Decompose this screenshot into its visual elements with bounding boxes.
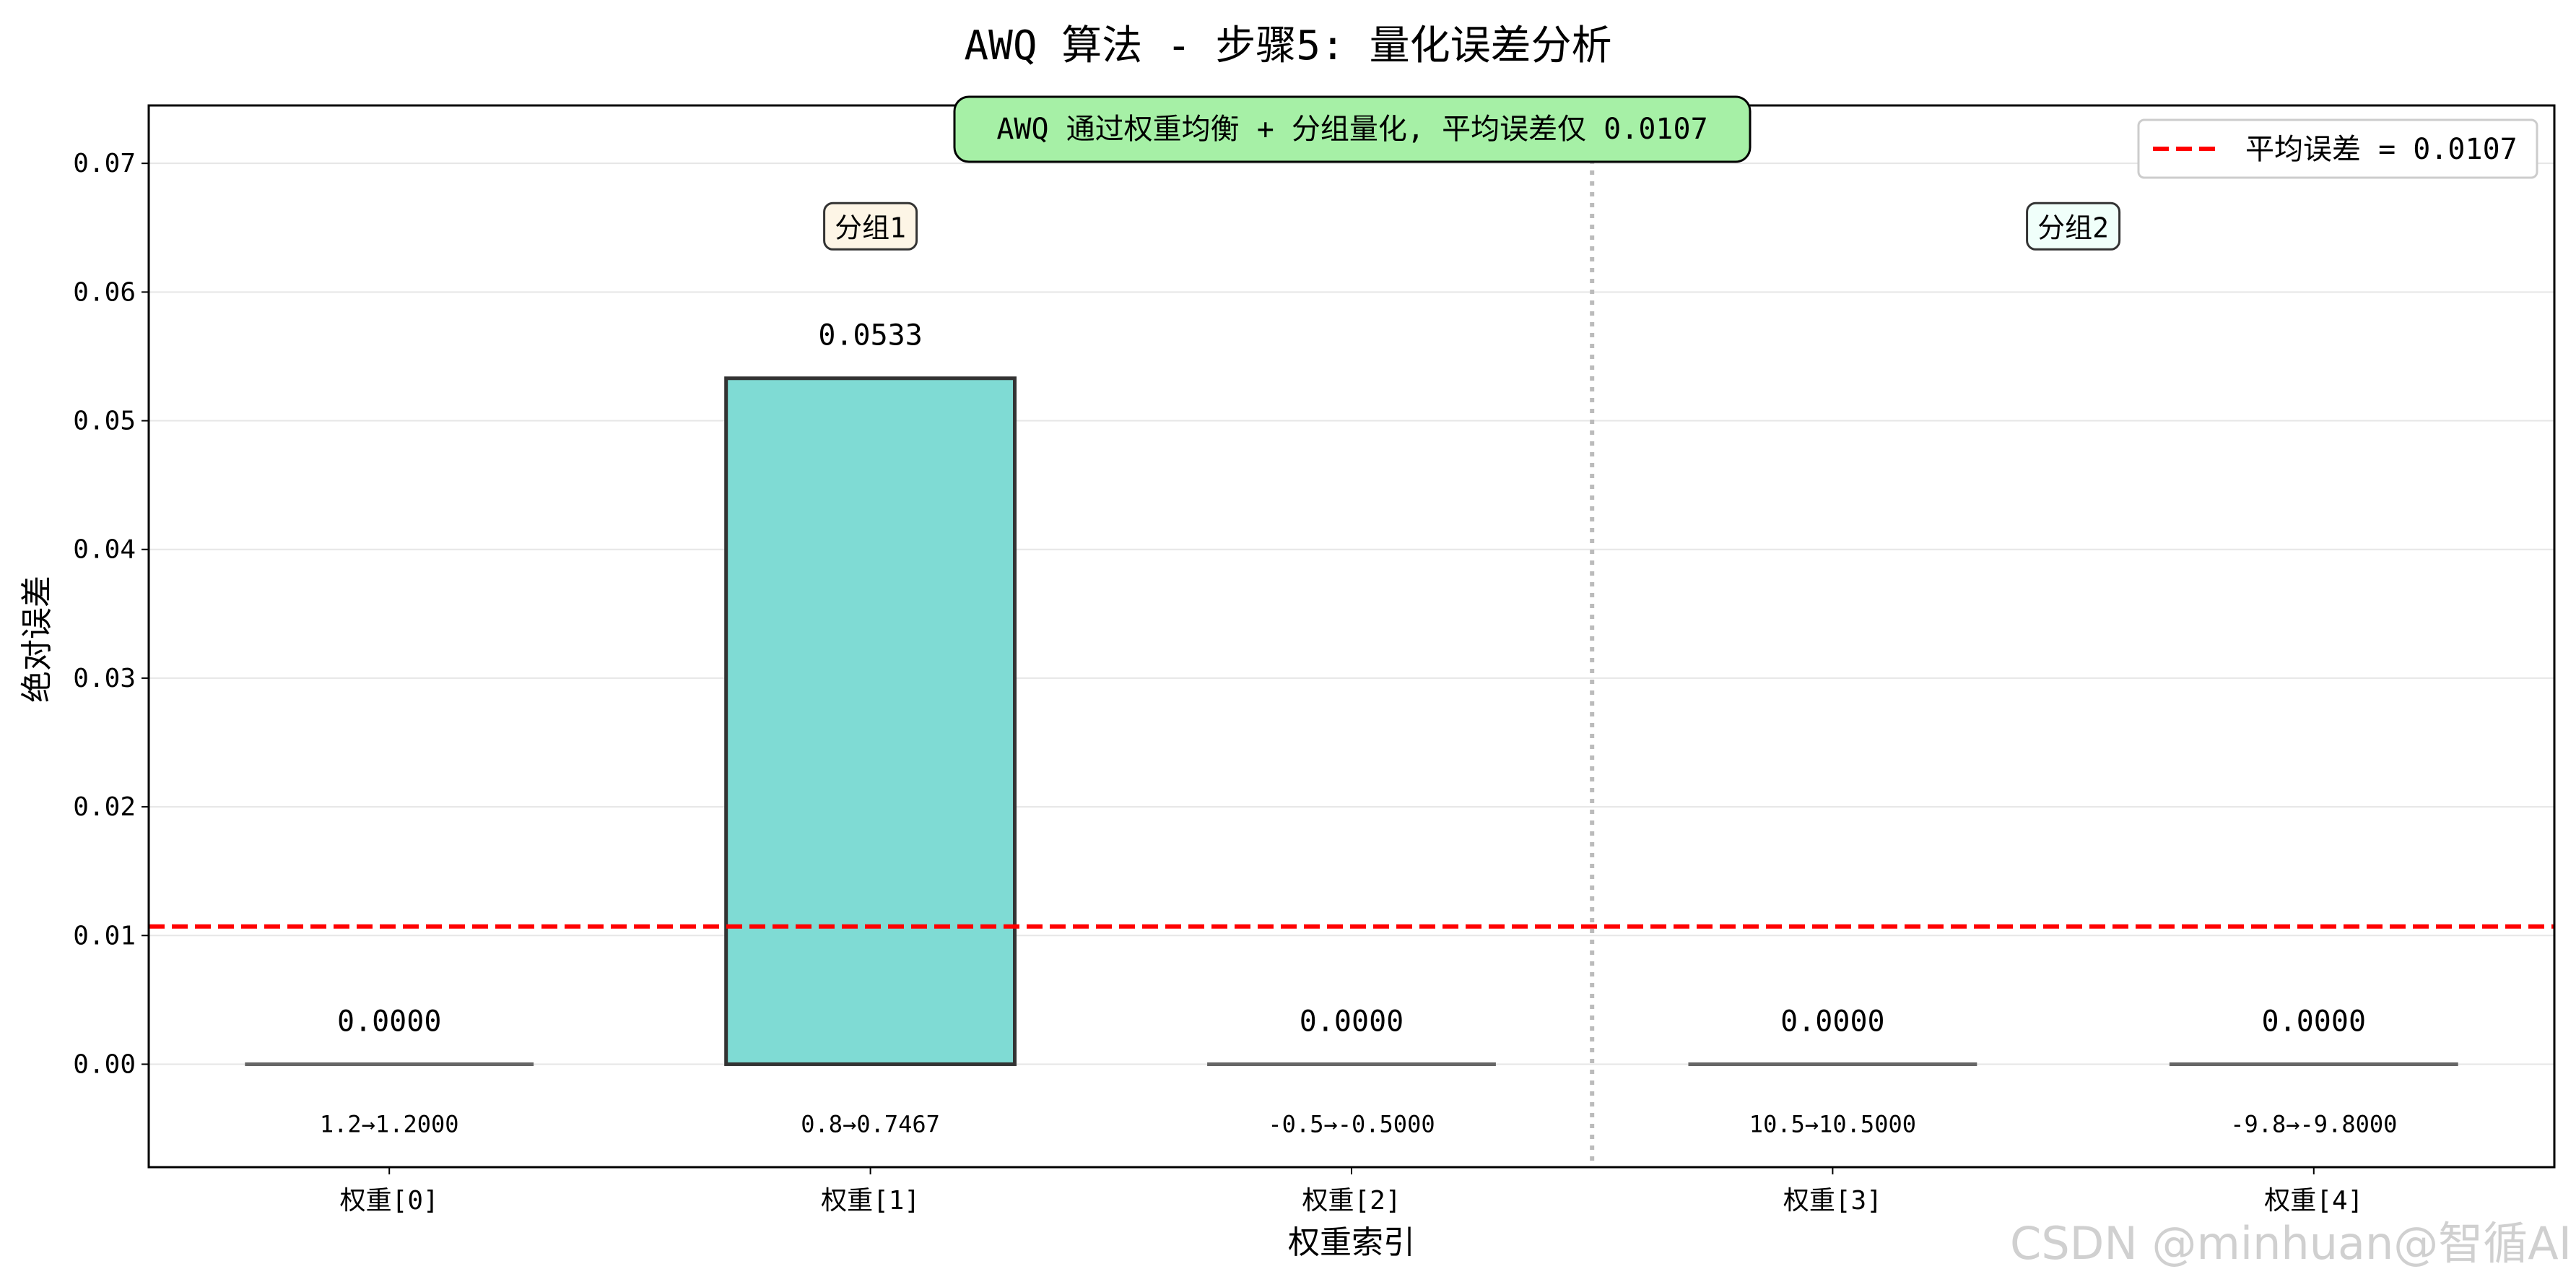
bar-annotation: 1.2→1.2000 [320,1110,459,1138]
group-label: 分组2 [2037,212,2109,243]
data-labels: 0.0000 1.2→1.2000 0.0533 0.8→0.7467 0.0000 -0… [320,202,2397,1138]
legend-entry: 平均误差 = 0.0107 [2245,133,2518,166]
watermark: CSDN @minhuan@智循AI [2010,1217,2572,1270]
bar-annotation: 10.5→10.5000 [1749,1110,1916,1138]
group-label-box [823,202,918,251]
summary-note: AWQ 通过权重均衡 + 分组量化, 平均误差仅 0.0107 [953,95,1752,163]
legend: 平均误差 = 0.0107 [2137,118,2538,179]
axes: 0.00 0.01 0.02 0.03 0.04 0.05 0.06 0.07 权重[0] 权重[… [73,104,2556,1216]
bar [724,376,1017,1066]
y-tick-label: 0.03 [73,664,136,693]
bar-annotation: -0.5→-0.5000 [1268,1110,1435,1138]
y-axis-label: 绝对误差 [19,576,56,703]
y-tick-label: 0.02 [73,792,136,822]
y-tick-label: 0.01 [73,921,136,950]
group-label: 分组1 [835,212,906,243]
value-label: 0.0000 [1780,1005,1885,1038]
summary-note-text: AWQ 通过权重均衡 + 分组量化, 平均误差仅 0.0107 [996,113,1707,146]
bar-annotation: -9.8→-9.8000 [2230,1110,2397,1138]
value-label: 0.0533 [818,319,923,352]
group-label-box [2026,202,2121,251]
x-tick-label: 权重[3] [1783,1186,1882,1216]
x-tick-label: 权重[1] [821,1186,920,1216]
bars [245,376,2458,1066]
grid [149,163,2554,1065]
y-tick-label: 0.00 [73,1049,136,1079]
value-label: 0.0000 [1300,1005,1404,1038]
y-tick-label: 0.06 [73,277,136,307]
summary-note-box [953,95,1752,163]
x-tick-label: 权重[0] [340,1186,439,1216]
bar-annotation: 0.8→0.7467 [801,1110,940,1138]
x-tick-label: 权重[2] [1302,1186,1401,1216]
x-tick-label: 权重[4] [2264,1186,2363,1216]
y-tick-label: 0.05 [73,407,136,436]
x-axis-label: 权重索引 [1288,1224,1415,1261]
y-tick-label: 0.04 [73,535,136,565]
value-label: 0.0000 [2262,1005,2367,1038]
y-tick-label: 0.07 [73,149,136,178]
chart-title: AWQ 算法 - 步骤5: 量化误差分析 [964,22,1611,69]
legend-box [2137,118,2538,179]
value-label: 0.0000 [337,1005,442,1038]
